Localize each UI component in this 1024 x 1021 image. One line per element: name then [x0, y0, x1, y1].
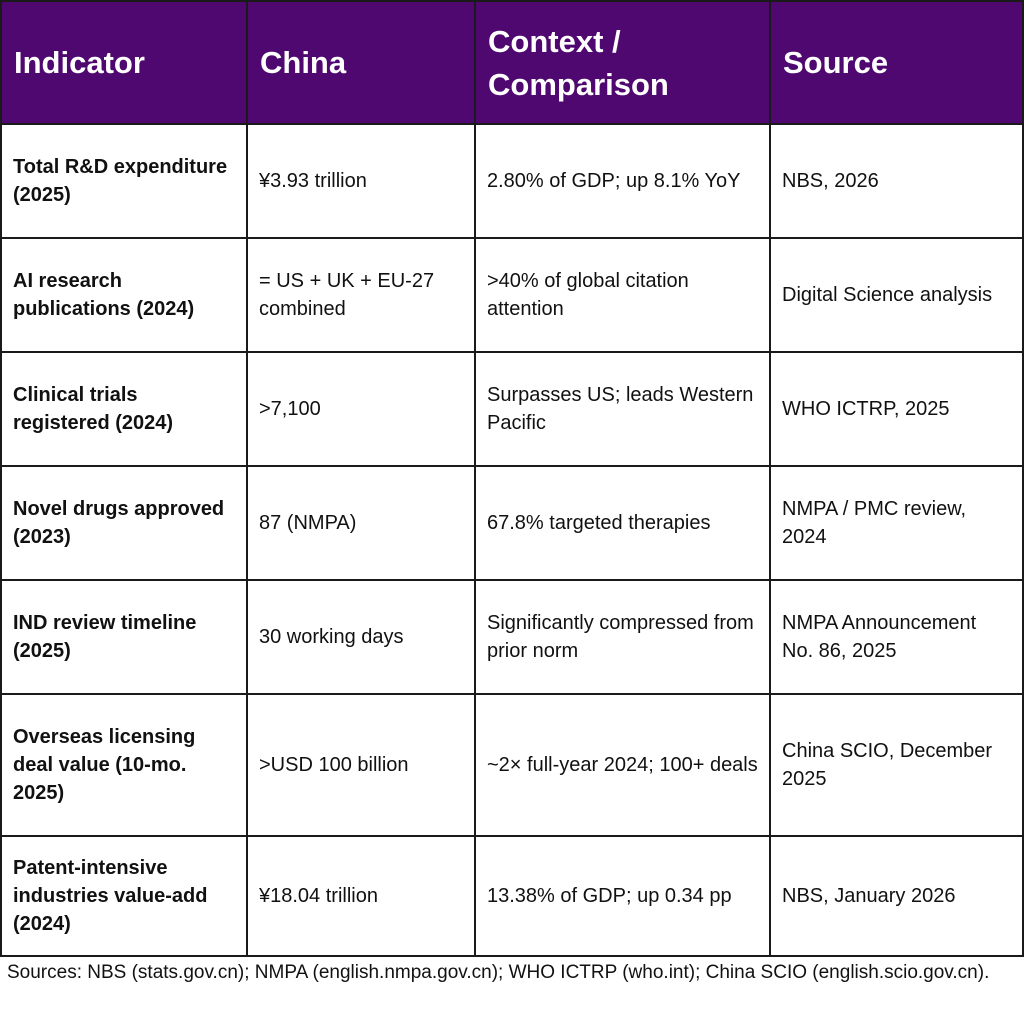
context-cell: Surpasses US; leads Western Pacific	[474, 351, 771, 467]
china-cell: 30 working days	[246, 579, 476, 695]
source-cell: NMPA / PMC review, 2024	[769, 465, 1024, 581]
table-row: AI research publications (2024) = US + U…	[0, 237, 1024, 353]
table-row: Total R&D expenditure (2025) ¥3.93 trill…	[0, 123, 1024, 239]
table-row: Patent-intensive industries value-add (2…	[0, 835, 1024, 957]
table-row: Clinical trials registered (2024) >7,100…	[0, 351, 1024, 467]
china-cell: >7,100	[246, 351, 476, 467]
indicator-cell: Clinical trials registered (2024)	[0, 351, 248, 467]
context-cell: 67.8% targeted therapies	[474, 465, 771, 581]
context-cell: Significantly compressed from prior norm	[474, 579, 771, 695]
china-cell: ¥18.04 trillion	[246, 835, 476, 957]
header-china: China	[246, 0, 476, 125]
source-cell: WHO ICTRP, 2025	[769, 351, 1024, 467]
china-cell: >USD 100 billion	[246, 693, 476, 837]
china-cell: ¥3.93 trillion	[246, 123, 476, 239]
sources-footnote: Sources: NBS (stats.gov.cn); NMPA (engli…	[7, 962, 990, 983]
context-cell: 2.80% of GDP; up 8.1% YoY	[474, 123, 771, 239]
source-cell: NBS, January 2026	[769, 835, 1024, 957]
source-cell: NBS, 2026	[769, 123, 1024, 239]
context-cell: >40% of global citation attention	[474, 237, 771, 353]
table-row: Overseas licensing deal value (10-mo. 20…	[0, 693, 1024, 837]
indicator-cell: Patent-intensive industries value-add (2…	[0, 835, 248, 957]
indicators-table: Indicator China Context / Comparison Sou…	[0, 0, 1024, 957]
source-cell: Digital Science analysis	[769, 237, 1024, 353]
source-cell: NMPA Announcement No. 86, 2025	[769, 579, 1024, 695]
header-row: Indicator China Context / Comparison Sou…	[0, 0, 1024, 125]
context-cell: ~2× full-year 2024; 100+ deals	[474, 693, 771, 837]
china-cell: 87 (NMPA)	[246, 465, 476, 581]
header-indicator: Indicator	[0, 0, 248, 125]
header-context: Context / Comparison	[474, 0, 771, 125]
header-source: Source	[769, 0, 1024, 125]
indicator-cell: IND review timeline (2025)	[0, 579, 248, 695]
table-row: IND review timeline (2025) 30 working da…	[0, 579, 1024, 695]
china-cell: = US + UK + EU-27 combined	[246, 237, 476, 353]
indicator-cell: Total R&D expenditure (2025)	[0, 123, 248, 239]
indicator-cell: Novel drugs approved (2023)	[0, 465, 248, 581]
table-row: Novel drugs approved (2023) 87 (NMPA) 67…	[0, 465, 1024, 581]
indicator-cell: AI research publications (2024)	[0, 237, 248, 353]
source-cell: China SCIO, December 2025	[769, 693, 1024, 837]
indicator-cell: Overseas licensing deal value (10-mo. 20…	[0, 693, 248, 837]
context-cell: 13.38% of GDP; up 0.34 pp	[474, 835, 771, 957]
